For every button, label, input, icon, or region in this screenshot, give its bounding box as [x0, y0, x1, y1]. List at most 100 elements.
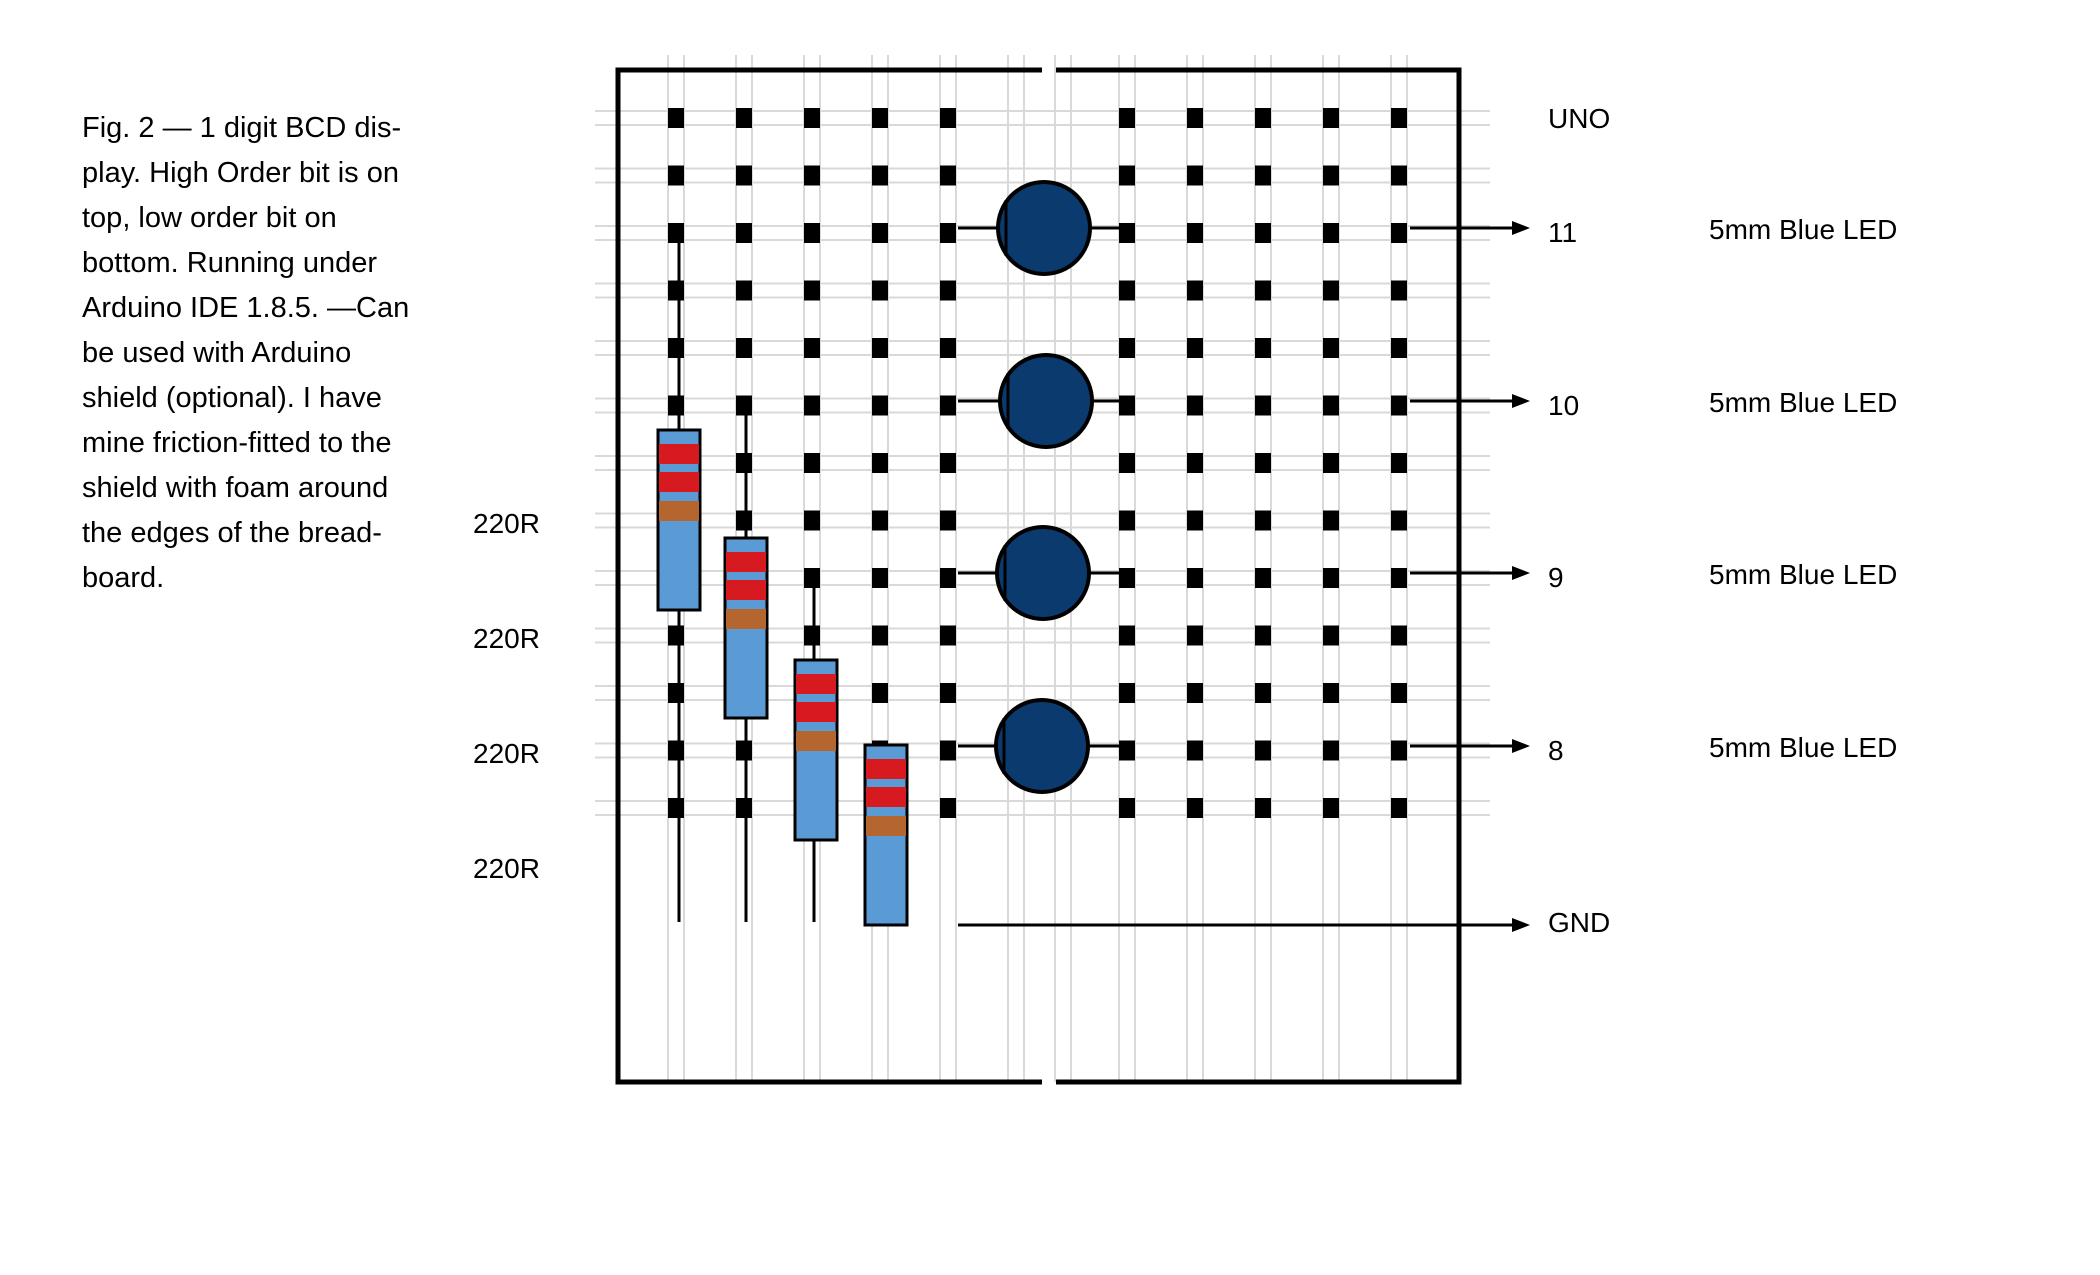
breadboard-hole: [872, 625, 888, 646]
arrow-head: [1512, 566, 1530, 580]
breadboard-hole: [804, 510, 820, 531]
breadboard-hole: [940, 395, 956, 416]
breadboard-hole: [1187, 338, 1203, 358]
breadboard-hole: [1119, 798, 1135, 818]
breadboard-hole: [1187, 453, 1203, 473]
breadboard-hole: [1119, 625, 1135, 646]
breadboard-hole: [1391, 798, 1407, 818]
breadboard-hole: [1255, 280, 1271, 301]
breadboard-hole: [872, 338, 888, 358]
breadboard-hole: [1391, 395, 1407, 416]
breadboard-hole: [872, 510, 888, 531]
led: [994, 698, 1090, 794]
breadboard-hole: [1187, 683, 1203, 703]
led-label: 5mm Blue LED: [1709, 559, 1898, 590]
breadboard-hole: [940, 798, 956, 818]
breadboard-hole: [940, 568, 956, 588]
led-label: 5mm Blue LED: [1709, 214, 1898, 245]
resistor-label: 220R: [473, 623, 540, 654]
breadboard-hole: [1391, 338, 1407, 358]
caption-line: Arduino IDE 1.8.5. —Can: [82, 292, 410, 324]
breadboard-hole: [1255, 568, 1271, 588]
gnd-label: GND: [1548, 907, 1611, 938]
arrow-head: [1512, 221, 1530, 235]
arrow-head: [1512, 394, 1530, 408]
breadboard-hole: [1119, 568, 1135, 588]
caption-line: top, low order bit on: [82, 202, 337, 234]
resistor-band-red: [796, 674, 836, 694]
breadboard-hole: [1323, 395, 1339, 416]
breadboard-hole: [940, 338, 956, 358]
breadboard-hole: [668, 280, 684, 301]
breadboard-hole: [940, 453, 956, 473]
led-label: 5mm Blue LED: [1709, 732, 1898, 763]
breadboard-hole: [1187, 108, 1203, 128]
breadboard-hole: [804, 453, 820, 473]
pin-label: 8: [1548, 735, 1564, 766]
breadboard-hole: [804, 395, 820, 416]
breadboard-hole: [940, 625, 956, 646]
resistor-band-red: [726, 552, 766, 572]
breadboard-hole: [1391, 568, 1407, 588]
breadboard-hole: [1119, 223, 1135, 243]
resistor-band-brown: [866, 816, 906, 836]
resistor-label: 220R: [473, 508, 540, 539]
breadboard-hole: [1255, 338, 1271, 358]
breadboard-hole: [668, 625, 684, 646]
breadboard-hole: [804, 625, 820, 646]
breadboard-hole: [736, 165, 752, 186]
breadboard-hole: [1119, 740, 1135, 761]
arrow-head: [1512, 739, 1530, 753]
breadboard-hole: [1187, 740, 1203, 761]
breadboard-hole: [872, 280, 888, 301]
caption-line: shield (optional). I have: [82, 382, 382, 414]
led-label: 5mm Blue LED: [1709, 387, 1898, 418]
resistor-band-brown: [796, 731, 836, 751]
board-outline: [1056, 67, 1462, 1085]
pin-label: 9: [1548, 562, 1564, 593]
resistor-band-red: [659, 472, 699, 492]
breadboard-hole: [736, 798, 752, 818]
breadboard-hole: [940, 108, 956, 128]
resistor-band-red: [866, 759, 906, 779]
caption-line: shield with foam around: [82, 472, 389, 504]
breadboard-hole: [1323, 338, 1339, 358]
breadboard-hole: [1119, 108, 1135, 128]
breadboard-hole: [668, 740, 684, 761]
caption-line: Fig. 2 — 1 digit BCD dis-: [82, 112, 402, 144]
pin-label: 10: [1548, 390, 1580, 421]
breadboard-hole: [1391, 108, 1407, 128]
caption-line: board.: [82, 562, 165, 594]
breadboard-hole: [1391, 453, 1407, 473]
breadboard-hole: [1323, 683, 1339, 703]
breadboard-hole: [1255, 510, 1271, 531]
breadboard-hole: [1119, 683, 1135, 703]
breadboard-hole: [1323, 625, 1339, 646]
pin-label: 11: [1548, 217, 1578, 248]
breadboard-hole: [1187, 510, 1203, 531]
caption-line: be used with Arduino: [82, 337, 352, 369]
breadboard-hole: [940, 510, 956, 531]
breadboard-hole: [1255, 683, 1271, 703]
breadboard-hole: [872, 165, 888, 186]
breadboard-hole: [668, 798, 684, 818]
breadboard-hole: [1255, 625, 1271, 646]
breadboard-hole: [736, 280, 752, 301]
resistor-label: 220R: [473, 853, 540, 884]
breadboard-hole: [1323, 280, 1339, 301]
breadboard-hole: [1323, 165, 1339, 186]
breadboard-hole: [668, 165, 684, 186]
breadboard-hole: [1323, 108, 1339, 128]
led: [996, 180, 1092, 276]
breadboard-hole: [1323, 568, 1339, 588]
resistor-band-red: [726, 580, 766, 600]
breadboard-hole: [668, 395, 684, 416]
breadboard-hole: [872, 568, 888, 588]
breadboard-hole: [668, 223, 684, 243]
arrow-head: [1512, 918, 1530, 932]
breadboard-hole: [1323, 223, 1339, 243]
breadboard-hole: [872, 223, 888, 243]
caption-line: bottom. Running under: [82, 247, 378, 279]
breadboard-hole: [1255, 165, 1271, 186]
